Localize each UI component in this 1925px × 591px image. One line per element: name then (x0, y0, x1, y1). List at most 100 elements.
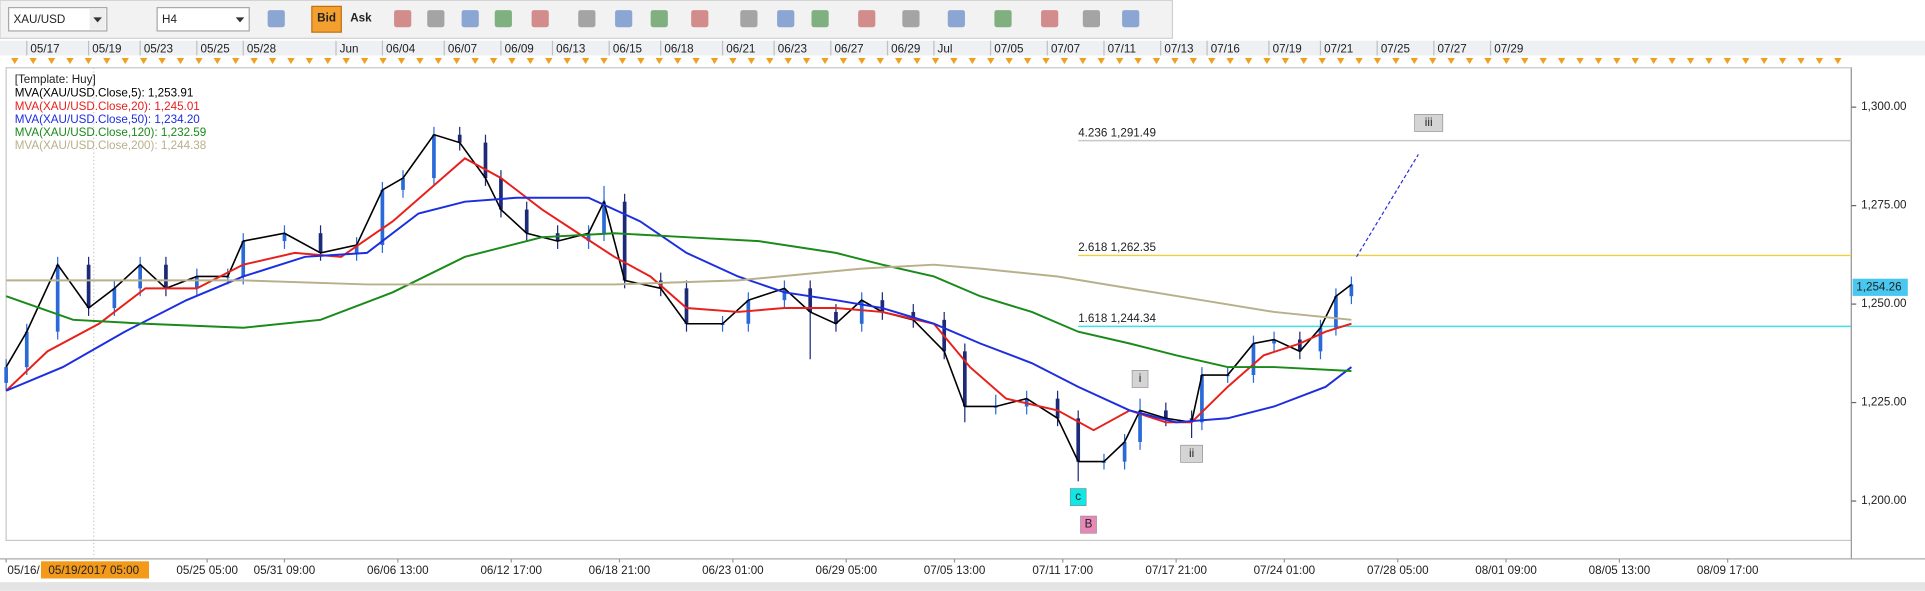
x2-tick-label: 07/11 17:00 (1032, 564, 1093, 577)
session-marker (84, 57, 93, 65)
candle-body (586, 233, 591, 242)
session-marker (1576, 57, 1584, 65)
x-tick-label: 05/17 (30, 42, 59, 55)
y-tick-label: 1,200.00 (1861, 494, 1907, 507)
session-marker (1447, 57, 1455, 65)
toolbar-icon[interactable] (531, 10, 549, 28)
toolbar-icon[interactable] (1122, 10, 1140, 28)
toolbar-icon[interactable] (691, 10, 709, 28)
session-marker (66, 57, 74, 65)
dropdown-arrow (235, 17, 245, 23)
x-tick-label: 07/25 (1381, 42, 1410, 55)
y-tick-label: 1,250.00 (1861, 297, 1907, 310)
toolbar-icon[interactable] (650, 10, 668, 28)
toolbar-icon[interactable] (740, 10, 758, 28)
x-tick-label: 07/11 (1108, 42, 1136, 55)
session-marker (1484, 57, 1492, 65)
session-marker (1521, 57, 1529, 65)
toolbar-icon[interactable] (858, 10, 876, 28)
wave-label-box (1180, 444, 1203, 463)
session-marker (1005, 57, 1013, 65)
x2-tick-label: 06/29 05:00 (815, 564, 877, 577)
session-marker (1097, 57, 1105, 65)
wave-label: c (1075, 490, 1081, 503)
toolbar-icon[interactable] (811, 10, 829, 28)
session-marker (1042, 57, 1050, 65)
toolbar-icon[interactable] (1041, 10, 1059, 28)
x2-tick-label: 05/31 09:00 (254, 564, 316, 577)
timeframe: H4 (162, 13, 177, 26)
x-tick-label: 07/13 (1164, 42, 1193, 55)
toolbar-icon[interactable] (615, 10, 633, 28)
toolbar-icon[interactable] (267, 10, 285, 28)
session-marker (176, 57, 185, 65)
session-marker (158, 57, 166, 65)
candle-body (499, 178, 503, 210)
symbol: XAU/USD (14, 13, 66, 26)
candle-body (282, 233, 287, 242)
toolbar-icon[interactable] (902, 10, 920, 28)
scrollbar[interactable] (0, 582, 1925, 591)
toolbar-icon[interactable] (578, 10, 596, 28)
toolbar-icon[interactable] (777, 10, 795, 28)
session-marker (29, 57, 37, 65)
x2-tick-label: 07/24 01:00 (1254, 564, 1316, 577)
toolbar-icon[interactable] (494, 10, 512, 28)
session-marker (1318, 57, 1326, 65)
candle-body (1138, 410, 1142, 442)
x2-tick-label: 06/18 21:00 (589, 564, 651, 577)
ma-line (5, 232, 1352, 372)
session-marker (1208, 57, 1216, 65)
wave-label: B (1085, 518, 1093, 531)
session-marker (710, 57, 719, 65)
session-marker (1613, 57, 1621, 65)
toolbar-icon[interactable] (994, 10, 1012, 28)
toolbar-icon[interactable] (461, 10, 479, 28)
wave-label: i (1139, 372, 1142, 385)
session-marker (1723, 57, 1732, 65)
ask-button[interactable] (346, 6, 377, 33)
session-marker (324, 57, 332, 65)
x2-tick-label: 06/06 13:00 (367, 564, 429, 577)
ma-line (5, 133, 1352, 463)
symbol-box[interactable] (7, 6, 108, 32)
candle-body (602, 201, 606, 234)
timeframe-box[interactable] (156, 6, 250, 32)
candle-body (112, 288, 117, 309)
ask-label: Ask (350, 12, 372, 25)
session-marker (287, 57, 295, 65)
session-row (0, 55, 1925, 66)
session-marker (692, 57, 700, 65)
toolbar-icon[interactable] (394, 10, 412, 28)
toolbar-icon[interactable] (427, 10, 445, 28)
x-tick-label: 06/13 (556, 42, 585, 55)
ma-line (5, 196, 1353, 424)
top-axis (0, 40, 1925, 56)
x-tick-label: Jul (938, 42, 953, 55)
x2-tick-label: 05/19/2017 05:00 (48, 564, 139, 577)
candle-body (1200, 374, 1204, 423)
x-tick-label: 06/09 (505, 42, 534, 55)
candle-body (911, 311, 916, 320)
candle-body (138, 264, 142, 289)
legend-entry: MVA(XAU/USD.Close,5): 1,253.91 (15, 87, 194, 100)
candle-body (1076, 418, 1081, 462)
x-tick-label: 07/07 (1051, 42, 1080, 55)
wave-label-box (1414, 114, 1444, 132)
x-tick-label: 06/29 (891, 42, 920, 55)
session-marker (1686, 57, 1695, 65)
session-marker (1631, 57, 1639, 65)
toolbar-icon[interactable] (947, 10, 965, 28)
candle-body (1122, 441, 1127, 462)
session-marker (1834, 57, 1842, 65)
candle-body (859, 300, 864, 324)
toolbar-icon[interactable] (1082, 10, 1100, 28)
session-marker (1355, 57, 1363, 65)
candle-body (1334, 296, 1338, 328)
x2-tick-label: 06/23 01:00 (702, 564, 764, 577)
bid-button[interactable] (311, 5, 342, 33)
candle-body (24, 331, 29, 368)
session-marker (1060, 57, 1069, 65)
session-marker (1668, 57, 1676, 65)
crosshair-highlight (40, 561, 150, 579)
